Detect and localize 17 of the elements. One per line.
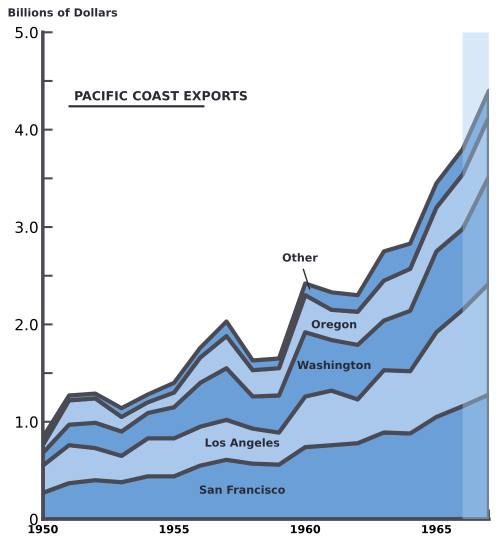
- series-label: Oregon: [312, 320, 356, 331]
- y-tick-label: 1.0: [16, 416, 38, 428]
- y-tick-label: 5.0: [16, 26, 38, 38]
- x-tick-label: 1955: [160, 524, 189, 534]
- y-tick-label: 0: [30, 514, 38, 526]
- series-label: San Francisco: [200, 485, 285, 494]
- y-tick-label: 2.0: [15, 318, 38, 330]
- x-tick-label: 1965: [422, 524, 452, 534]
- series-label: Washington: [297, 360, 370, 372]
- y-axis-title: Billions of Dollars: [8, 8, 118, 17]
- x-tick-label: 1960: [291, 524, 320, 534]
- y-tick-label: 4.0: [15, 124, 38, 136]
- text: PACIFIC COAST EXPORTS: [75, 91, 247, 100]
- text: Other: [282, 253, 318, 262]
- y-tick-label: 3.0: [16, 222, 38, 234]
- x-tick-label: 1950: [28, 524, 58, 534]
- series-label: Los Angeles: [206, 438, 280, 450]
